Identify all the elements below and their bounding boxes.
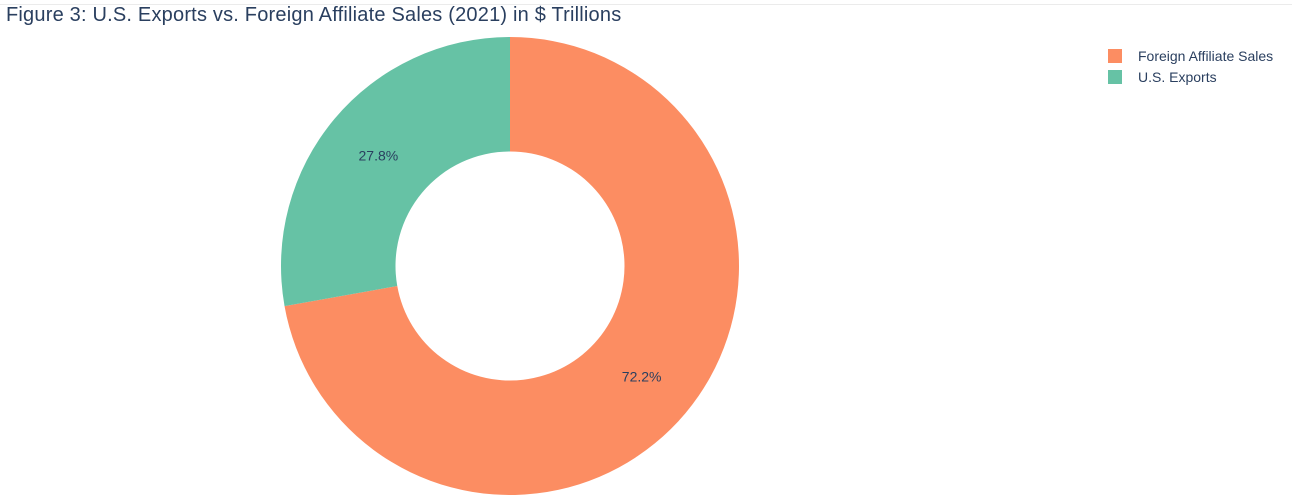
legend-label-us-exports: U.S. Exports	[1138, 68, 1217, 85]
legend-swatch-us-exports	[1108, 69, 1122, 84]
legend-item-us-exports[interactable]: U.S. Exports	[1108, 66, 1273, 87]
legend: Foreign Affiliate Sales U.S. Exports	[1108, 45, 1273, 87]
donut-slice-u-s-exports[interactable]	[280, 37, 510, 307]
chart-title: Figure 3: U.S. Exports vs. Foreign Affil…	[6, 4, 622, 26]
donut-slice-foreign-affiliate-sales[interactable]	[284, 37, 739, 496]
slice-label-u-s-exports: 27.8%	[359, 148, 399, 164]
slice-label-foreign-affiliate-sales: 72.2%	[622, 368, 662, 384]
legend-swatch-foreign-affiliate-sales	[1108, 48, 1122, 63]
legend-label-foreign-affiliate-sales: Foreign Affiliate Sales	[1138, 47, 1274, 64]
legend-item-foreign-affiliate-sales[interactable]: Foreign Affiliate Sales	[1108, 45, 1273, 66]
top-divider	[0, 4, 1292, 5]
